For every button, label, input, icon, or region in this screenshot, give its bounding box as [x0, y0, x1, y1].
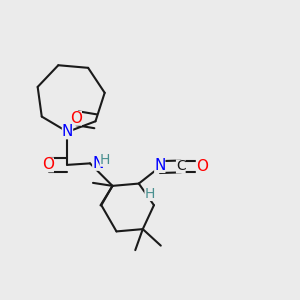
- Text: H: H: [144, 187, 155, 201]
- Text: N: N: [154, 158, 166, 173]
- Text: N: N: [62, 124, 73, 140]
- Text: H: H: [100, 153, 110, 167]
- Text: N: N: [92, 156, 103, 171]
- Text: O: O: [42, 158, 54, 172]
- Text: C: C: [176, 160, 186, 173]
- Text: O: O: [70, 111, 82, 126]
- Text: O: O: [196, 159, 208, 174]
